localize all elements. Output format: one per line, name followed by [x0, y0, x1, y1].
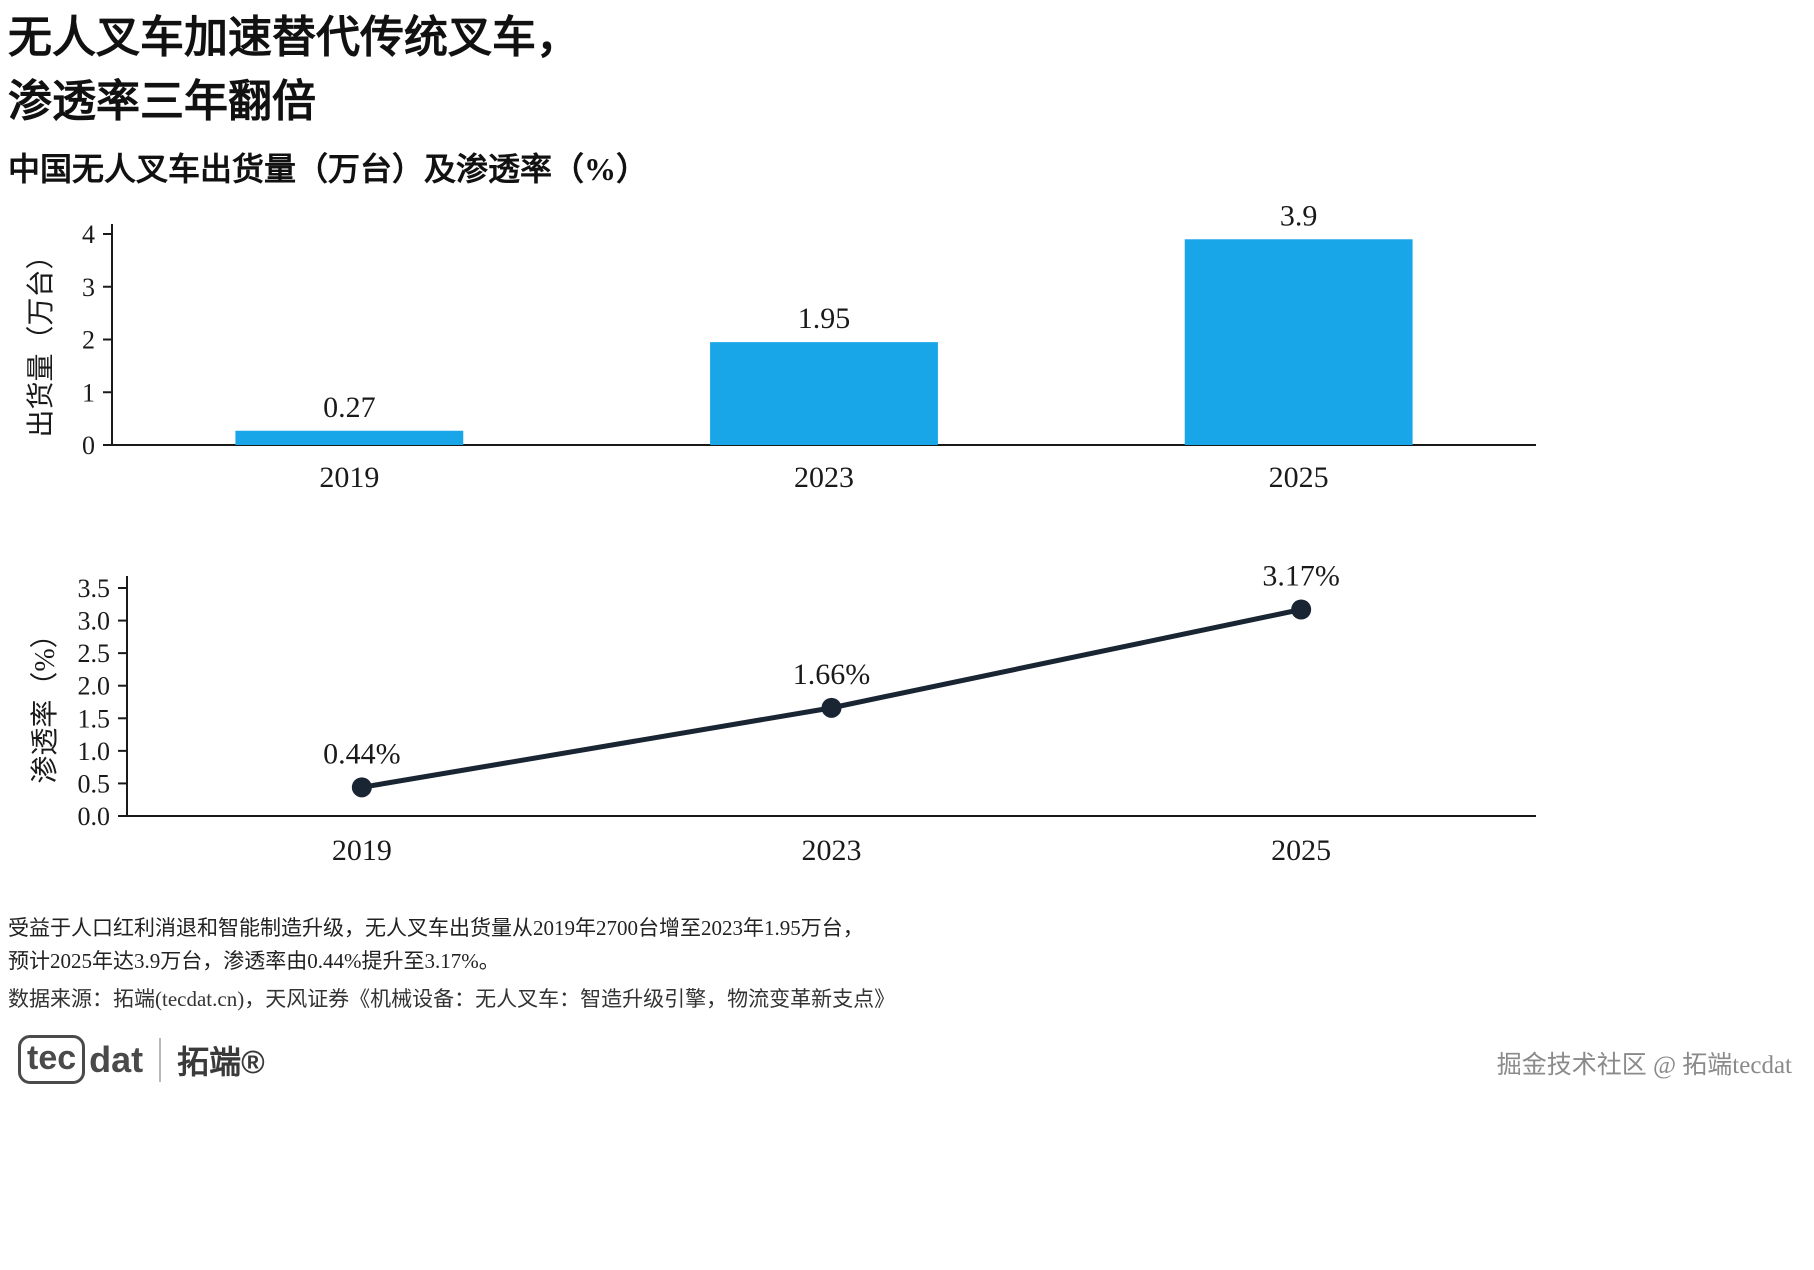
bar [710, 342, 938, 445]
x-tick-label: 2023 [794, 461, 854, 494]
bar [235, 430, 464, 445]
footer-note-line1: 受益于人口红利消退和智能制造升级，无人叉车出货量从2019年2700台增至202… [8, 916, 864, 940]
y-tick-label: 1.5 [78, 704, 111, 733]
shipments-bar-chart: 0 1 2 3 4 0.27 2019 1.95 2023 3.9 2025 出货量（万台） [20, 188, 1550, 503]
data-source-line: 数据来源：拓端(tecdat.cn)，天风证券《机械设备：无人叉车：智造升级引擎… [8, 987, 896, 1012]
y-axis-title: 渗透率（%） [29, 620, 61, 783]
y-tick-label: 0.5 [78, 769, 111, 798]
y-tick-label: 2.5 [78, 639, 111, 668]
footer-notes: 受益于人口红利消退和智能制造升级，无人叉车出货量从2019年2700台增至202… [8, 912, 895, 1016]
bar [1184, 239, 1413, 445]
tecdat-logo-text: dat [89, 1038, 144, 1080]
bar-value-label: 0.27 [323, 391, 376, 424]
penetration-line-chart: 0.0 0.5 1.0 1.5 2.0 2.5 3.0 3.5 0.44% 2019 1.66% 20… [20, 538, 1550, 878]
y-tick-label: 1 [82, 378, 95, 407]
y-tick-label: 1.0 [78, 737, 111, 766]
title-block: 无人叉车加速替代传统叉车， 渗透率三年翻倍 中国无人叉车出货量（万台）及渗透率（… [8, 6, 648, 190]
x-tick-label: 2025 [1269, 461, 1329, 494]
page-title-line1: 无人叉车加速替代传统叉车， [8, 13, 580, 62]
y-tick-label: 3 [82, 273, 95, 302]
data-point [821, 697, 842, 718]
x-tick-label: 2025 [1271, 834, 1331, 867]
bar-value-label: 1.95 [798, 302, 851, 335]
chart-subtitle: 中国无人叉车出货量（万台）及渗透率（%） [8, 150, 649, 187]
footer-note-line2: 预计2025年达3.9万台，渗透率由0.44%提升至3.17%。 [8, 948, 500, 973]
y-axis-title: 出货量（万台） [25, 241, 57, 437]
page-title-line2: 渗透率三年翻倍 [8, 76, 316, 126]
logo-divider [159, 1037, 162, 1082]
tecdat-logo: tec dat 拓端® [18, 1035, 265, 1084]
x-tick-label: 2023 [802, 834, 862, 867]
y-tick-label: 3.0 [78, 607, 111, 636]
x-tick-label: 2019 [319, 461, 379, 494]
x-tick-label: 2019 [332, 834, 392, 867]
point-value-label: 0.44% [323, 737, 401, 770]
data-point [1291, 599, 1312, 620]
y-tick-label: 0.0 [78, 802, 111, 831]
y-tick-label: 0 [82, 431, 95, 460]
shipments-bar-chart-svg: 0 1 2 3 4 0.27 2019 1.95 2023 3.9 2025 出货量（万台） [25, 199, 1536, 494]
tecdat-logo-bubble: tec [18, 1035, 86, 1084]
y-tick-label: 3.5 [78, 574, 111, 603]
penetration-line-chart-svg: 0.0 0.5 1.0 1.5 2.0 2.5 3.0 3.5 0.44% 2019 1.66% 20… [29, 559, 1536, 867]
point-value-label: 3.17% [1262, 559, 1340, 592]
point-value-label: 1.66% [793, 658, 871, 691]
bar-value-label: 3.9 [1280, 199, 1318, 232]
y-tick-label: 2.0 [78, 672, 111, 701]
data-point [351, 777, 372, 798]
y-tick-label: 2 [82, 326, 95, 355]
y-tick-label: 4 [82, 220, 95, 249]
tecdat-logo-chinese: 拓端® [177, 1043, 265, 1080]
community-watermark: 掘金技术社区 @ 拓端tecdat [1496, 1052, 1792, 1079]
